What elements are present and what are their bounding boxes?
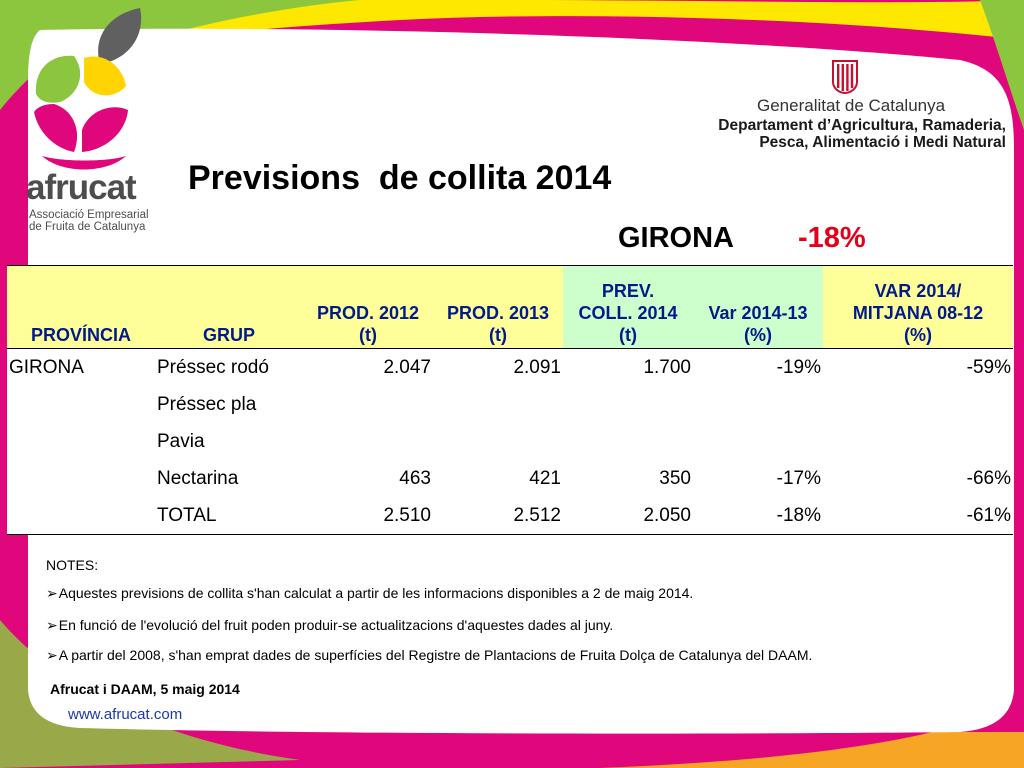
cell-forecast-2014: 1.700 <box>563 348 693 386</box>
website-link[interactable]: www.afrucat.com <box>68 706 183 723</box>
header-prod-2012: PROD. 2012 (t) <box>303 265 433 349</box>
bullet-arrow-icon: ➢ <box>46 585 58 601</box>
cell-prod-2012 <box>303 423 433 460</box>
table-row-total: TOTAL 2.510 2.512 2.050 -18% -61% <box>7 497 1013 535</box>
cell-group: Pavia <box>155 423 303 460</box>
note-text: A partir del 2008, s'han emprat dades de… <box>58 647 813 663</box>
department-line2: Pesca, Alimentació i Medi Natural <box>759 134 1006 151</box>
cell-var-2014-13: -18% <box>693 497 823 535</box>
cell-var-average: -61% <box>823 497 1013 535</box>
afrucat-subtitle-line2: de Fruita de Catalunya <box>29 221 146 233</box>
notes-title: NOTES: <box>46 557 99 573</box>
bullet-arrow-icon: ➢ <box>46 647 58 663</box>
header-group: GRUP <box>155 265 303 349</box>
cell-prod-2012: 2.510 <box>303 497 433 535</box>
header-var-2014-13: Var 2014-13 (%) <box>693 265 823 349</box>
cell-province <box>7 423 155 460</box>
table-row: Préssec pla <box>7 386 1013 423</box>
cell-group: TOTAL <box>155 497 303 535</box>
cell-group: Nectarina <box>155 460 303 497</box>
cell-prod-2012: 2.047 <box>303 348 433 386</box>
cell-prod-2013: 2.091 <box>433 348 563 386</box>
cell-var-2014-13: -19% <box>693 348 823 386</box>
table-row: GIRONA Préssec rodó 2.047 2.091 1.700 -1… <box>7 348 1013 386</box>
cell-province <box>7 460 155 497</box>
note-text: En funció de l'evolució del fruit poden … <box>58 617 614 633</box>
cell-group: Préssec rodó <box>155 348 303 386</box>
cell-forecast-2014 <box>563 386 693 423</box>
afrucat-logo-subtitle: Associació Empresarial de Fruita de Cata… <box>29 209 189 233</box>
header-var-2014-average: VAR 2014/MITJANA 08-12 (%) <box>823 265 1013 349</box>
table-row: Pavia <box>7 423 1013 460</box>
department-name: Departament d’Agricultura, Ramaderia, Pe… <box>688 117 1006 151</box>
harvest-forecast-table: PROVÍNCIA GRUP PROD. 2012 (t) PROD. 2013(… <box>7 265 1013 535</box>
cell-prod-2013: 2.512 <box>433 497 563 535</box>
cell-prod-2012: 463 <box>303 460 433 497</box>
page-title: Previsions de collita 2014 <box>188 159 612 197</box>
cell-province: GIRONA <box>7 348 155 386</box>
cell-forecast-2014 <box>563 423 693 460</box>
cell-forecast-2014: 2.050 <box>563 497 693 535</box>
cell-var-average <box>823 386 1013 423</box>
cell-group: Préssec pla <box>155 386 303 423</box>
footer-source-date: Afrucat i DAAM, 5 maig 2014 <box>50 681 240 697</box>
note-text: Aquestes previsions de collita s'han cal… <box>58 585 694 601</box>
note-item: ➢A partir del 2008, s'han emprat dades d… <box>46 647 812 664</box>
header-forecast-2014: PREV. COLL. 2014 (t) <box>563 265 693 349</box>
afrucat-logo-icon <box>34 8 142 170</box>
cell-var-2014-13: -17% <box>693 460 823 497</box>
table-header-row: PROVÍNCIA GRUP PROD. 2012 (t) PROD. 2013(… <box>7 265 1013 349</box>
table-row: Nectarina 463 421 350 -17% -66% <box>7 460 1013 497</box>
generalitat-name: Generalitat de Catalunya <box>757 96 946 115</box>
note-item: ➢En funció de l'evolució del fruit poden… <box>46 617 613 634</box>
region-name: GIRONA <box>618 222 734 254</box>
cell-var-average <box>823 423 1013 460</box>
cell-province <box>7 497 155 535</box>
notes-panel: NOTES: ➢Aquestes previsions de collita s… <box>40 545 976 700</box>
cell-prod-2013 <box>433 386 563 423</box>
afrucat-subtitle-line1: Associació Empresarial <box>29 209 149 221</box>
generalitat-emblem-icon <box>832 60 858 94</box>
header-province: PROVÍNCIA <box>7 265 155 349</box>
department-line1: Departament d’Agricultura, Ramaderia, <box>718 117 1006 134</box>
cell-province <box>7 386 155 423</box>
region-change-percent: -18% <box>798 222 866 254</box>
header-prod-2013: PROD. 2013 (t) <box>433 265 563 349</box>
cell-prod-2013: 421 <box>433 460 563 497</box>
bullet-arrow-icon: ➢ <box>46 617 58 633</box>
cell-forecast-2014: 350 <box>563 460 693 497</box>
cell-var-average: -66% <box>823 460 1013 497</box>
cell-var-2014-13 <box>693 423 823 460</box>
cell-prod-2013 <box>433 423 563 460</box>
cell-prod-2012 <box>303 386 433 423</box>
note-item: ➢Aquestes previsions de collita s'han ca… <box>46 585 693 602</box>
afrucat-logo-text: afrucat <box>26 168 137 207</box>
cell-var-average: -59% <box>823 348 1013 386</box>
cell-var-2014-13 <box>693 386 823 423</box>
